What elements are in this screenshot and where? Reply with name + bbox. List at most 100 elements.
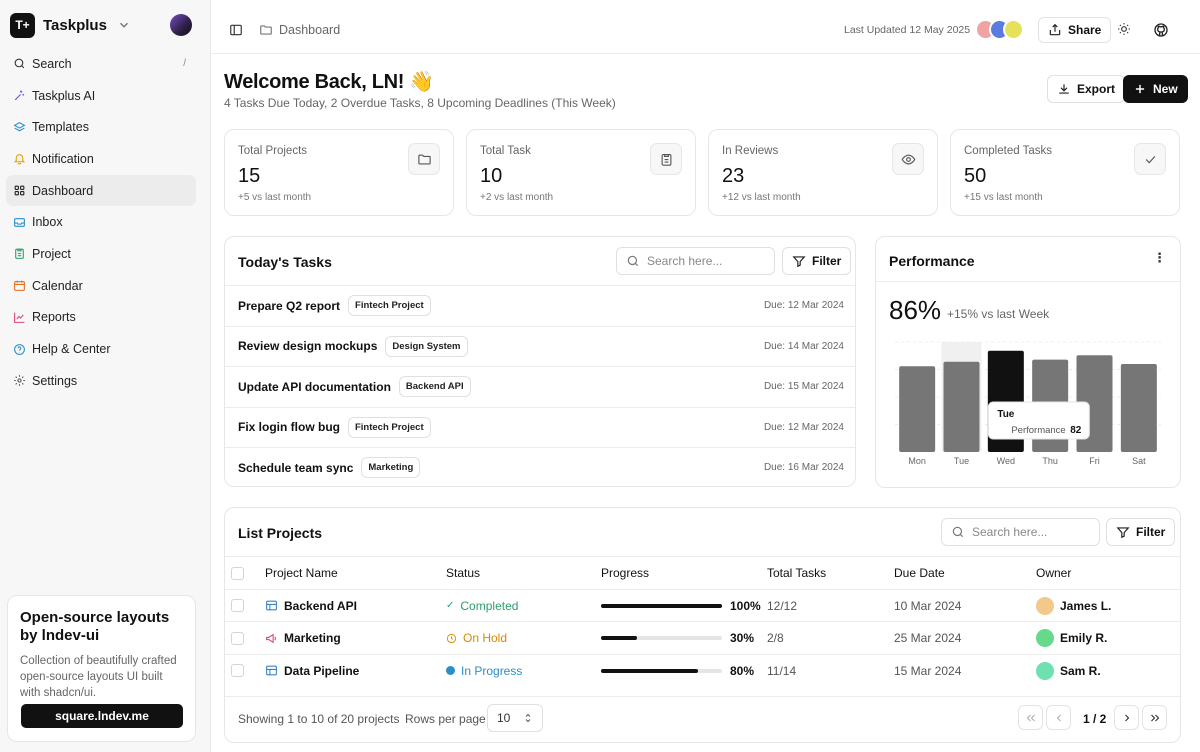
list-item[interactable]: Prepare Q2 report Fintech Project Due: 12 … [225, 285, 855, 326]
sidebar-toggle-icon[interactable] [229, 23, 243, 37]
promo-link-button[interactable]: square.lndev.me [21, 704, 183, 728]
app-name: Taskplus [43, 16, 107, 34]
clipboard-icon [650, 143, 682, 175]
task-tag: Fintech Project [347, 416, 431, 438]
sidebar-item-notification[interactable]: Notification [6, 143, 196, 175]
sidebar-item-taskplus-ai[interactable]: Taskplus AI [6, 80, 196, 112]
export-label: Export [1077, 82, 1116, 96]
list-item[interactable]: Update API documentation Backend API Due: … [225, 366, 855, 407]
folder-icon [408, 143, 440, 175]
workspace-switcher[interactable]: T+ Taskplus [10, 12, 131, 38]
sidebar-item-label: Search [32, 56, 72, 71]
task-due: Due: 15 Mar 2024 [763, 381, 844, 393]
next-page-button[interactable] [1114, 705, 1139, 730]
stat-label: Total Task [480, 145, 531, 157]
sidebar-item-label: Dashboard [32, 183, 94, 198]
row-checkbox[interactable] [231, 631, 244, 645]
tasks-search-input[interactable]: Search here... [616, 247, 775, 275]
list-item[interactable]: Schedule team sync Marketing Due: 16 Mar 2… [225, 447, 855, 486]
breadcrumb-current[interactable]: Dashboard [279, 23, 341, 37]
last-updated-text: Last Updated 12 May 2025 [844, 24, 971, 36]
list-item[interactable]: Review design mockups Design System Due: 1… [225, 325, 855, 367]
sidebar-item-templates[interactable]: Templates [6, 111, 196, 143]
clipboard-icon [13, 247, 26, 260]
status-badge: On Hold [463, 631, 508, 646]
column-header[interactable]: Owner [1036, 566, 1072, 581]
column-header[interactable]: Total Tasks [767, 566, 827, 581]
sidebar-item-dashboard[interactable]: Dashboard [6, 174, 196, 207]
task-name: Update API documentation [238, 379, 391, 394]
list-item[interactable]: Fix login flow bug Fintech Project Due: 12… [225, 406, 855, 448]
due-date: 10 Mar 2024 [894, 598, 962, 613]
stat-delta: +12 vs last month [722, 192, 801, 203]
last-page-button[interactable] [1142, 705, 1167, 730]
performance-panel: Performance ⋮ 86% +15% vs last Week Mon T… [875, 236, 1181, 488]
column-header[interactable]: Due Date [894, 566, 945, 581]
sidebar-item-reports[interactable]: Reports [6, 302, 196, 334]
promo-card: Open-source layouts by lndev-ui Collecti… [7, 595, 196, 742]
column-header[interactable]: Status [446, 566, 481, 581]
column-header[interactable]: Project Name [265, 566, 338, 581]
sidebar-item-help-center[interactable]: Help & Center [6, 333, 196, 365]
main-content: Dashboard Last Updated 12 May 2025 Share… [210, 0, 1200, 752]
task-list: Prepare Q2 report Fintech Project Due: 12 … [225, 285, 855, 486]
tasks-filter-button[interactable]: Filter [782, 247, 852, 275]
sidebar-item-label: Project [32, 246, 71, 261]
prev-page-button[interactable] [1046, 705, 1071, 730]
chart-line-icon [13, 311, 26, 324]
search-placeholder: Search here... [647, 254, 723, 268]
app-logo: T+ [10, 12, 35, 38]
help-icon [13, 343, 26, 356]
filter-icon [1116, 525, 1130, 539]
row-checkbox[interactable] [231, 664, 244, 678]
sidebar-item-calendar[interactable]: Calendar [6, 270, 196, 302]
rows-per-page-select[interactable]: 10 [487, 704, 543, 732]
owner-name: James L. [1060, 598, 1112, 613]
task-name: Review design mockups [238, 339, 378, 354]
export-button[interactable]: Export [1047, 75, 1126, 103]
collaborator-avatars[interactable] [975, 19, 1031, 41]
x-tick-label: Sat [1132, 456, 1146, 466]
search-shortcut: / [183, 58, 186, 70]
table-row[interactable]: Backend API ✓ Completed 100% 12/12 10 Ma… [225, 588, 1180, 622]
performance-delta: +15% vs last Week [947, 307, 1050, 321]
task-name: Schedule team sync [238, 460, 354, 475]
stat-delta: +15 vs last month [964, 192, 1043, 203]
sidebar-item-search[interactable]: Search / [6, 48, 196, 80]
progress-bar [601, 603, 722, 608]
projects-filter-button[interactable]: Filter [1106, 518, 1176, 546]
table-row[interactable]: Data Pipeline In Progress 80% 11/14 15 M… [225, 653, 1180, 687]
task-tag: Marketing [361, 457, 421, 479]
sidebar-item-label: Templates [32, 120, 89, 135]
table-row[interactable]: Marketing On Hold 30% 2/8 25 Mar 2024 Em… [225, 621, 1180, 654]
row-checkbox[interactable] [231, 599, 244, 613]
user-avatar[interactable] [170, 14, 192, 36]
share-button[interactable]: Share [1038, 17, 1112, 43]
bar-sat[interactable] [1120, 364, 1157, 452]
more-options-icon[interactable]: ⋮ [1153, 250, 1166, 265]
first-page-button[interactable] [1018, 705, 1043, 730]
total-tasks: 12/12 [767, 598, 798, 613]
column-header[interactable]: Progress [601, 566, 650, 581]
search-icon [951, 525, 965, 539]
bar-tue[interactable] [943, 361, 980, 452]
performance-value: 86% [889, 295, 942, 325]
sidebar-item-project[interactable]: Project [6, 238, 196, 270]
tooltip-label: Performance [1011, 425, 1065, 436]
sidebar-item-inbox[interactable]: Inbox [6, 206, 196, 238]
github-icon[interactable] [1153, 22, 1169, 38]
new-button[interactable]: New [1123, 75, 1188, 103]
sun-icon[interactable] [1117, 22, 1131, 36]
progress-fill [601, 603, 722, 608]
bar-mon[interactable] [899, 366, 936, 452]
select-all-checkbox[interactable] [231, 566, 244, 580]
calendar-icon [13, 279, 26, 292]
chevrons-left-icon [1025, 712, 1037, 724]
projects-search-input[interactable]: Search here... [941, 518, 1100, 546]
total-tasks: 2/8 [767, 631, 784, 646]
sidebar-item-label: Calendar [32, 278, 83, 293]
performance-chart[interactable]: Mon Tue Wed Thu Fri Sat Tue Performance 82 [876, 332, 1181, 472]
sidebar-item-settings[interactable]: Settings [6, 365, 196, 397]
megaphone-icon [265, 632, 278, 645]
task-name: Fix login flow bug [238, 420, 340, 435]
